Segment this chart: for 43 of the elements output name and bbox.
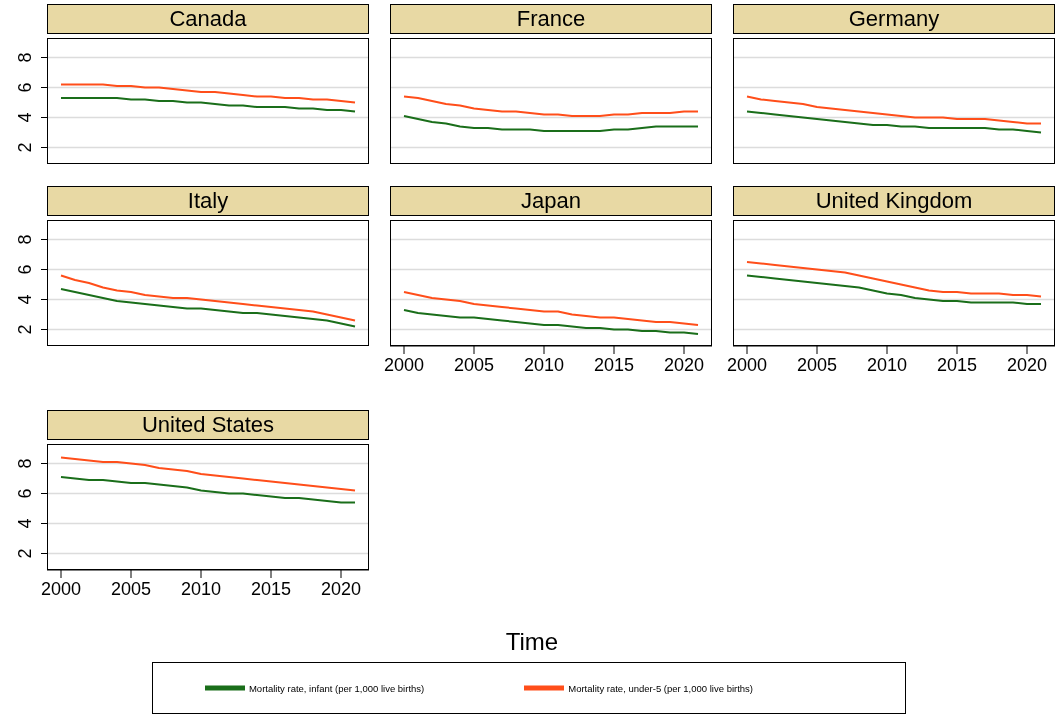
x-tick-label: 2020 [320, 578, 362, 599]
line-series [60, 97, 356, 113]
line-series [60, 476, 356, 504]
y-tick-label: 2 [15, 142, 35, 153]
legend-label: Mortality rate, under-5 (per 1,000 live births) [568, 683, 754, 695]
chart-title: Canada [47, 4, 369, 34]
x-tick-label: 2020 [1006, 354, 1048, 375]
x-tick-label: 2010 [180, 578, 222, 599]
chart-title: Japan [390, 186, 712, 216]
x-axis-title: Time [504, 628, 560, 656]
legend-label: Mortality rate, infant (per 1,000 live births) [248, 683, 425, 695]
chart-title: United Kingdom [733, 186, 1055, 216]
x-tick-label: 2010 [523, 354, 565, 375]
line-series [60, 274, 356, 322]
y-tick-label: 6 [15, 488, 35, 499]
line-series [60, 288, 356, 328]
chart-title: Germany [733, 4, 1055, 34]
y-tick-label: 6 [15, 82, 35, 93]
chart-title: United States [47, 410, 369, 440]
x-tick-label: 2005 [453, 354, 495, 375]
line-series [60, 456, 356, 492]
x-tick-label: 2015 [593, 354, 635, 375]
y-tick-label: 4 [15, 518, 35, 529]
y-tick-label: 6 [15, 264, 35, 275]
x-tick-label: 2020 [663, 354, 705, 375]
y-tick-label: 8 [15, 52, 35, 63]
chart-title: France [390, 4, 712, 34]
y-tick-label: 2 [15, 324, 35, 335]
y-tick-label: 8 [15, 234, 35, 245]
y-tick-label: 4 [15, 112, 35, 123]
chart-title: Italy [47, 186, 369, 216]
x-tick-label: 2000 [726, 354, 768, 375]
x-tick-label: 2005 [110, 578, 152, 599]
y-tick-label: 8 [15, 458, 35, 469]
line-series [60, 83, 356, 104]
y-tick-label: 2 [15, 548, 35, 559]
x-tick-label: 2015 [936, 354, 978, 375]
x-tick-label: 2015 [250, 578, 292, 599]
x-tick-label: 2005 [796, 354, 838, 375]
x-tick-label: 2000 [383, 354, 425, 375]
y-tick-label: 4 [15, 294, 35, 305]
x-tick-label: 2010 [866, 354, 908, 375]
x-tick-label: 2000 [40, 578, 82, 599]
